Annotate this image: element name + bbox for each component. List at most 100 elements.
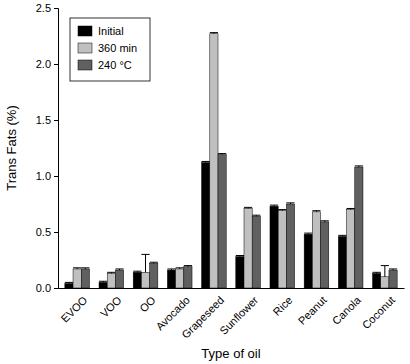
tick: Grapeseed <box>179 288 226 341</box>
y-axis: 0.0 0.5 1.0 1.5 2.0 2.5 <box>36 2 59 294</box>
bar <box>312 212 320 288</box>
marks <box>65 33 397 288</box>
tick: 0.5 <box>36 226 58 238</box>
error-bar <box>133 271 141 272</box>
tick: OO <box>137 288 158 314</box>
error-bars <box>73 33 389 277</box>
bar <box>389 270 397 288</box>
axis-line <box>54 9 59 289</box>
tick: VOO <box>98 288 124 320</box>
bar <box>150 263 158 288</box>
error-bar <box>286 203 294 204</box>
tick-mark <box>54 120 58 121</box>
tick: 2.0 <box>36 58 58 70</box>
error-bar <box>141 254 149 272</box>
bar <box>133 272 141 288</box>
tick: 1.0 <box>36 170 58 182</box>
bar <box>236 257 244 288</box>
bar <box>338 236 346 288</box>
error-bar <box>389 269 397 270</box>
tick-mark <box>54 288 58 289</box>
error-bar <box>236 256 244 257</box>
tick-label: OO <box>137 293 158 314</box>
tick-label: Peanut <box>296 294 329 327</box>
tick-mark <box>54 64 58 65</box>
tick-label: 2.0 <box>36 58 51 70</box>
bar <box>321 222 329 288</box>
error-bar <box>270 205 278 206</box>
bar <box>184 267 192 288</box>
tick: Coconut <box>360 288 397 331</box>
bar <box>286 204 294 288</box>
tick: 1.5 <box>36 114 58 126</box>
bar <box>304 234 312 288</box>
error-bar <box>355 166 363 167</box>
bar <box>176 269 184 288</box>
bar <box>270 206 278 288</box>
tick-label: Grapeseed <box>179 294 226 341</box>
error-bar <box>73 268 81 269</box>
error-bar <box>218 154 226 155</box>
error-bar <box>202 161 210 162</box>
legend-swatch <box>78 60 92 70</box>
tick: Canola <box>330 288 364 327</box>
bar <box>65 284 73 288</box>
error-bar <box>252 215 260 216</box>
error-bar <box>347 208 355 209</box>
y-axis-title: Trans Fats (%) <box>4 105 19 190</box>
tick-label: 1.5 <box>36 114 51 126</box>
legend-swatch <box>78 43 92 53</box>
tick: EVOO <box>58 288 89 325</box>
error-bar <box>304 233 312 234</box>
tick-mark <box>54 232 58 233</box>
bar <box>355 167 363 288</box>
tick-mark <box>54 8 58 9</box>
error-bars <box>81 154 397 270</box>
tick-label: Rice <box>270 294 294 318</box>
bar <box>244 208 252 288</box>
legend-label: 360 min <box>98 42 137 54</box>
tick: 0.0 <box>36 282 58 294</box>
error-bar <box>278 210 286 211</box>
error-bar <box>338 235 346 236</box>
tick-label: 0.0 <box>36 282 51 294</box>
error-bar <box>167 269 175 270</box>
bar <box>218 155 226 288</box>
bar <box>210 34 218 288</box>
axis-line <box>59 288 405 289</box>
bar <box>115 270 123 288</box>
error-bar <box>244 207 252 208</box>
legend: Initial360 min240 °C <box>70 18 150 81</box>
error-bar <box>150 262 158 263</box>
tick-label: EVOO <box>58 293 89 324</box>
tick: Rice <box>270 288 294 318</box>
x-axis: EVOOVOOOOAvocadoGrapeseedSunflowerRicePe… <box>58 288 404 341</box>
bar <box>347 210 355 288</box>
tick-label: 2.5 <box>36 2 51 14</box>
bar <box>252 216 260 288</box>
plot: 0.00.51.01.52.02.5EVOOVOOOOAvocadoGrapes… <box>36 2 405 341</box>
error-bar <box>381 266 389 277</box>
tick-label: 0.5 <box>36 226 51 238</box>
bar <box>141 272 149 288</box>
error-bar <box>184 266 192 267</box>
legend-box <box>70 18 150 81</box>
error-bar <box>115 269 123 270</box>
x-axis-title: Type of oil <box>201 346 260 361</box>
tick-label: Coconut <box>360 294 397 331</box>
bar <box>373 273 381 288</box>
tick-label: 1.0 <box>36 170 51 182</box>
error-bar <box>176 268 184 269</box>
error-bar <box>107 272 115 273</box>
series <box>81 155 397 288</box>
tick-label: VOO <box>98 293 124 319</box>
legend-label: 240 °C <box>98 59 132 71</box>
error-bar <box>373 272 381 273</box>
bar <box>81 269 89 288</box>
bar <box>99 282 107 288</box>
error-bar <box>99 281 107 282</box>
error-bar <box>210 33 218 34</box>
error-bar <box>65 282 73 283</box>
bar <box>107 273 115 288</box>
chart: 0.00.51.01.52.02.5EVOOVOOOOAvocadoGrapes… <box>0 0 410 364</box>
